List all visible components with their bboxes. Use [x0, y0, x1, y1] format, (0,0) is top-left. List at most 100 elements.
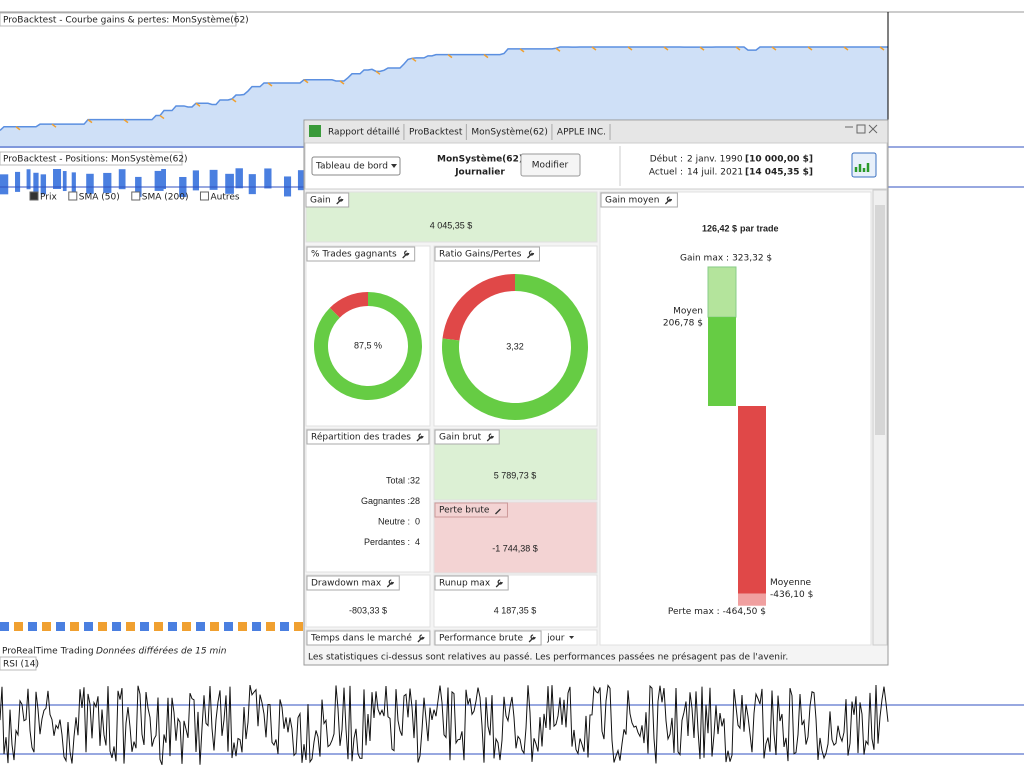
equity-loss-decor: [627, 46, 633, 51]
panel-label-box: [0, 656, 37, 671]
equity-loss-decor: [375, 70, 381, 75]
signal-icon-decor: [126, 622, 135, 631]
position-bar-decor: [103, 172, 112, 193]
signal-icon-decor: [154, 622, 163, 631]
distribution-name: Neutre :: [378, 516, 410, 526]
gross-gain-value: 5 789,73 $: [494, 470, 537, 480]
signal-icon-decor: [42, 622, 51, 631]
dashboard-button[interactable]: [311, 156, 401, 176]
widget-title: Gain: [310, 196, 331, 206]
panel-label-box: [0, 151, 183, 166]
gain-max-bar: [707, 266, 737, 318]
widget-title-box: [600, 192, 678, 208]
panel-title: ProBacktest - Positions: MonSystème(62): [3, 154, 188, 165]
position-bar-decor: [15, 171, 21, 192]
system-name: MonSystème(62): [437, 154, 523, 165]
equity-loss-decor: [447, 54, 453, 59]
window-tab: MonSystème(62): [471, 127, 548, 138]
widget: [305, 191, 598, 243]
avg-suffix: par trade: [740, 223, 779, 233]
position-bar-decor: [71, 172, 76, 193]
wrench-icon[interactable]: [386, 579, 394, 588]
position-bar-decor: [225, 173, 234, 194]
wrench-icon[interactable]: [486, 433, 494, 442]
window-control[interactable]: [856, 124, 866, 134]
equity-loss-decor: [159, 114, 165, 120]
equity-loss-decor: [591, 46, 597, 51]
equity-loss-decor: [807, 46, 813, 51]
position-bar-decor: [62, 171, 67, 192]
widget: [433, 574, 598, 628]
equity-loss-decor: [843, 46, 849, 51]
toolbar-item: Prix: [40, 193, 57, 203]
widget-title-box: [434, 429, 500, 445]
equity-loss-decor: [483, 54, 489, 59]
position-bar-decor: [297, 170, 305, 191]
position-bar-decor: [0, 174, 9, 195]
wrench-icon[interactable]: [417, 634, 425, 643]
widget-title: Perte brute: [439, 506, 490, 516]
toolbar-checkbox[interactable]: [68, 191, 78, 201]
wrench-icon[interactable]: [416, 433, 424, 442]
avg-loss-name: Moyenne: [770, 578, 812, 588]
wrench-icon[interactable]: [527, 250, 535, 259]
equity-loss-decor: [339, 80, 345, 85]
gain-max-value: 323,32 $: [732, 253, 772, 263]
runup-value: 4 187,35 $: [494, 605, 537, 615]
loss-avg-bar: [738, 406, 766, 594]
loss-max-bar: [738, 593, 766, 606]
wrench-icon[interactable]: [528, 634, 536, 643]
wrench-icon[interactable]: [336, 196, 344, 205]
position-bar-decor: [40, 174, 47, 195]
avg-headline: 126,42 $: [702, 223, 737, 233]
loss-max-name: Perte max :: [668, 607, 720, 617]
wrench-icon[interactable]: [495, 579, 503, 588]
distribution-name: Gagnantes :: [361, 496, 410, 506]
start-capital: [10 000,00 $]: [745, 155, 813, 165]
avg-loss-value: -436,10 $: [770, 590, 813, 600]
distribution-count: 0: [415, 516, 420, 526]
signal-icon-decor: [112, 622, 121, 631]
scrollbar-thumb[interactable]: [875, 205, 885, 435]
position-bar-decor: [161, 169, 166, 190]
signal-icon-decor: [14, 622, 23, 631]
toolbar-checkbox[interactable]: [29, 191, 39, 201]
window-header: [304, 142, 888, 190]
position-bar-decor: [118, 169, 126, 190]
window-control[interactable]: [868, 124, 878, 134]
widget-title: Ratio Gains/Pertes: [439, 250, 522, 260]
toolbar-item: Autres: [210, 193, 239, 203]
equity-loss-decor: [87, 119, 93, 124]
widget-title: % Trades gagnants: [311, 250, 397, 260]
dropdown-arrow: [391, 164, 397, 168]
widget-title-box: [434, 246, 540, 262]
status-note: Données différées de 15 min: [96, 646, 227, 657]
wrench-icon[interactable]: [495, 508, 501, 515]
equity-loss-decor: [771, 46, 777, 51]
signal-icon-decor: [280, 622, 289, 631]
wrench-icon[interactable]: [664, 196, 673, 205]
window-tab: Rapport détaillé: [328, 127, 400, 138]
gain-value: 4 045,35 $: [430, 220, 473, 230]
widget-title-box: [306, 575, 400, 591]
toolbar-checkbox[interactable]: [199, 191, 209, 201]
toolbar-checkbox[interactable]: [131, 191, 141, 201]
signal-icon-decor: [168, 622, 177, 631]
modify-button[interactable]: [520, 153, 581, 177]
status-app: ProRealTime Trading: [2, 647, 94, 657]
dashboard-icon-bars: [854, 163, 870, 172]
equity-loss-decor: [195, 102, 201, 107]
dashboard-icon[interactable]: [851, 152, 877, 178]
dropdown-arrow[interactable]: [569, 636, 575, 639]
window-titlebar: [305, 121, 887, 143]
gain-max-name: Gain max :: [680, 253, 729, 263]
signal-icon-decor: [196, 622, 205, 631]
equity-curve-decor: [0, 46, 888, 131]
wrench-icon[interactable]: [402, 250, 410, 259]
position-bar-decor: [209, 169, 218, 190]
toolbar-item: SMA (200): [142, 193, 189, 203]
start-label: Début :: [650, 154, 683, 165]
distribution-name: Total :: [386, 475, 410, 485]
